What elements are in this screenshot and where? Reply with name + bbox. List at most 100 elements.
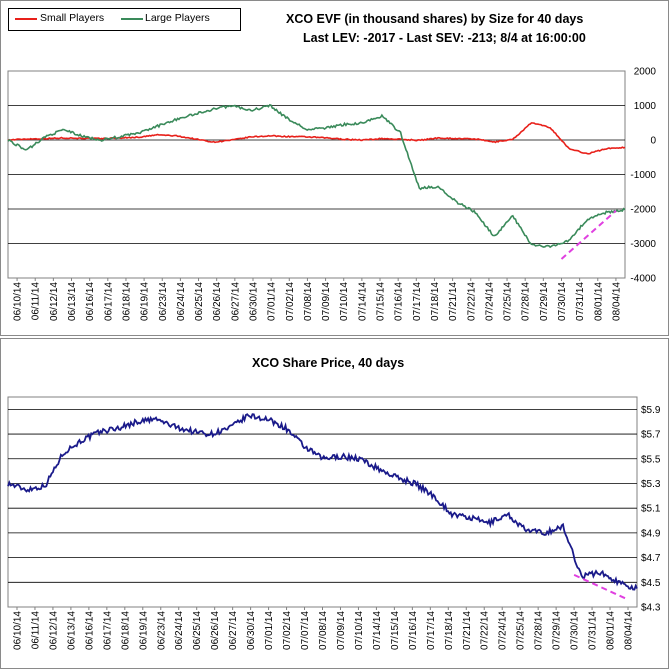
x-tick-label: 06/17/14 bbox=[102, 611, 113, 650]
x-tick-label: 06/19/14 bbox=[138, 611, 149, 650]
y-tick-label: $5.9 bbox=[641, 405, 661, 416]
x-tick-label: 06/13/14 bbox=[67, 282, 78, 321]
x-tick-label: 07/07/14 bbox=[300, 611, 311, 650]
x-tick-label: 07/09/14 bbox=[336, 611, 347, 650]
x-tick-label: 07/02/14 bbox=[282, 611, 293, 650]
trend-line bbox=[573, 573, 629, 601]
x-tick-label: 07/14/14 bbox=[372, 611, 383, 650]
x-tick-label: 06/18/14 bbox=[120, 611, 131, 650]
x-tick-label: 06/12/14 bbox=[49, 282, 60, 321]
x-tick-label: 07/31/14 bbox=[575, 282, 586, 321]
x-tick-label: 06/11/14 bbox=[31, 282, 42, 321]
x-tick-label: 06/24/14 bbox=[174, 611, 185, 650]
price-plot: $5.9 $5.7 $5.5 $5.3 $5.1 $4.9 $4.7 $4.5 $4.3 06/1… bbox=[7, 396, 661, 650]
x-tick-label: 07/31/14 bbox=[588, 611, 599, 650]
x-tick-label: 06/25/14 bbox=[194, 282, 205, 321]
x-tick-label: 08/04/14 bbox=[611, 282, 622, 321]
x-tick-label: 07/08/14 bbox=[318, 611, 329, 650]
x-tick-label: 07/18/14 bbox=[444, 611, 455, 650]
x-tick-label: 07/14/14 bbox=[357, 282, 368, 321]
x-tick-label: 06/12/14 bbox=[48, 611, 59, 650]
x-tick-label: 06/11/14 bbox=[30, 611, 41, 650]
x-tick-label: 06/10/14 bbox=[12, 611, 23, 650]
legend-small-players: Small Players bbox=[40, 12, 105, 24]
trend-line bbox=[560, 209, 617, 260]
x-tick-label: 07/10/14 bbox=[354, 611, 365, 650]
legend: Small Players Large Players bbox=[8, 8, 241, 31]
y-tick-label: $5.7 bbox=[641, 430, 661, 441]
x-tick-label: 07/21/14 bbox=[448, 282, 459, 321]
x-tick-label: 08/01/14 bbox=[593, 282, 604, 321]
x-tick-label: 06/27/14 bbox=[228, 611, 239, 650]
x-tick-label: 07/22/14 bbox=[480, 611, 491, 650]
x-tick-label: 07/17/14 bbox=[426, 611, 437, 650]
x-tick-label: 07/21/14 bbox=[462, 611, 473, 650]
x-tick-label: 06/25/14 bbox=[192, 611, 203, 650]
x-tick-label: 06/19/14 bbox=[140, 282, 151, 321]
x-tick-label: 07/24/14 bbox=[484, 282, 495, 321]
y-tick-label: -2000 bbox=[630, 205, 656, 216]
x-tick-label: 07/15/14 bbox=[390, 611, 401, 650]
y-tick-label: $4.5 bbox=[641, 578, 661, 589]
x-tick-label: 06/24/14 bbox=[176, 282, 187, 321]
x-tick-label: 07/25/14 bbox=[516, 611, 527, 650]
x-tick-label: 06/16/14 bbox=[84, 611, 95, 650]
evf-chart-subtitle: Last LEV: -2017 - Last SEV: -213; 8/4 at… bbox=[303, 31, 586, 45]
x-tick-label: 07/30/14 bbox=[570, 611, 581, 650]
x-tick-label: 07/10/14 bbox=[339, 282, 350, 321]
x-tick-label: 06/18/14 bbox=[121, 282, 132, 321]
x-tick-label: 06/26/14 bbox=[210, 611, 221, 650]
x-tick-label: 07/08/14 bbox=[303, 282, 314, 321]
x-tick-label: 07/16/14 bbox=[408, 611, 419, 650]
y-tick-label: $4.7 bbox=[641, 553, 661, 564]
x-tick-label: 08/01/14 bbox=[606, 611, 617, 650]
x-tick-label: 06/23/14 bbox=[156, 611, 167, 650]
x-tick-label: 07/24/14 bbox=[498, 611, 509, 650]
x-tick-label: 08/04/14 bbox=[624, 611, 635, 650]
y-tick-label: -1000 bbox=[630, 170, 656, 181]
y-tick-label: $4.3 bbox=[641, 603, 661, 614]
evf-plot: 2000 1000 0 -1000 -2000 -3000 -4000 06/10/14 06/… bbox=[7, 67, 657, 321]
x-tick-label: 07/18/14 bbox=[430, 282, 441, 321]
x-tick-label: 06/10/14 bbox=[13, 282, 24, 321]
x-tick-label: 07/01/14 bbox=[264, 611, 275, 650]
legend-large-players: Large Players bbox=[145, 12, 210, 24]
y-tick-label: $5.1 bbox=[641, 504, 661, 515]
x-tick-label: 07/22/14 bbox=[466, 282, 477, 321]
x-tick-label: 07/16/14 bbox=[394, 282, 405, 321]
x-tick-label: 07/01/14 bbox=[267, 282, 278, 321]
x-tick-label: 06/13/14 bbox=[66, 611, 77, 650]
x-tick-label: 06/30/14 bbox=[246, 611, 257, 650]
y-tick-label: $5.5 bbox=[641, 454, 661, 465]
large-players-line bbox=[7, 103, 626, 249]
x-tick-label: 07/02/14 bbox=[285, 282, 296, 321]
large-players-swatch bbox=[121, 18, 143, 20]
x-tick-label: 07/15/14 bbox=[376, 282, 387, 321]
x-tick-label: 06/30/14 bbox=[248, 282, 259, 321]
x-tick-label: 07/25/14 bbox=[503, 282, 514, 321]
x-tick-label: 07/17/14 bbox=[412, 282, 423, 321]
y-tick-label: -3000 bbox=[630, 239, 656, 250]
x-tick-label: 07/30/14 bbox=[557, 282, 568, 321]
y-tick-label: $4.9 bbox=[641, 528, 661, 539]
y-tick-label: -4000 bbox=[630, 274, 656, 285]
x-tick-label: 07/28/14 bbox=[534, 611, 545, 650]
y-tick-label: 0 bbox=[650, 136, 656, 147]
x-tick-label: 07/09/14 bbox=[321, 282, 332, 321]
x-tick-label: 06/26/14 bbox=[212, 282, 223, 321]
price-chart-title: XCO Share Price, 40 days bbox=[252, 356, 405, 370]
x-tick-label: 06/23/14 bbox=[158, 282, 169, 321]
share-price-line bbox=[7, 413, 638, 591]
price-chart-panel: XCO Share Price, 40 days $5.9 $5.7 $5.5 $5.… bbox=[0, 338, 669, 669]
evf-chart-title: XCO EVF (in thousand shares) by Size for… bbox=[286, 12, 584, 26]
small-players-swatch bbox=[15, 18, 37, 20]
x-tick-label: 06/17/14 bbox=[103, 282, 114, 321]
y-tick-label: 1000 bbox=[634, 101, 657, 112]
x-tick-label: 06/27/14 bbox=[230, 282, 241, 321]
y-tick-label: $5.3 bbox=[641, 479, 661, 490]
x-tick-label: 06/16/14 bbox=[85, 282, 96, 321]
x-tick-label: 07/29/14 bbox=[539, 282, 550, 321]
x-tick-label: 07/29/14 bbox=[552, 611, 563, 650]
x-tick-label: 07/28/14 bbox=[521, 282, 532, 321]
